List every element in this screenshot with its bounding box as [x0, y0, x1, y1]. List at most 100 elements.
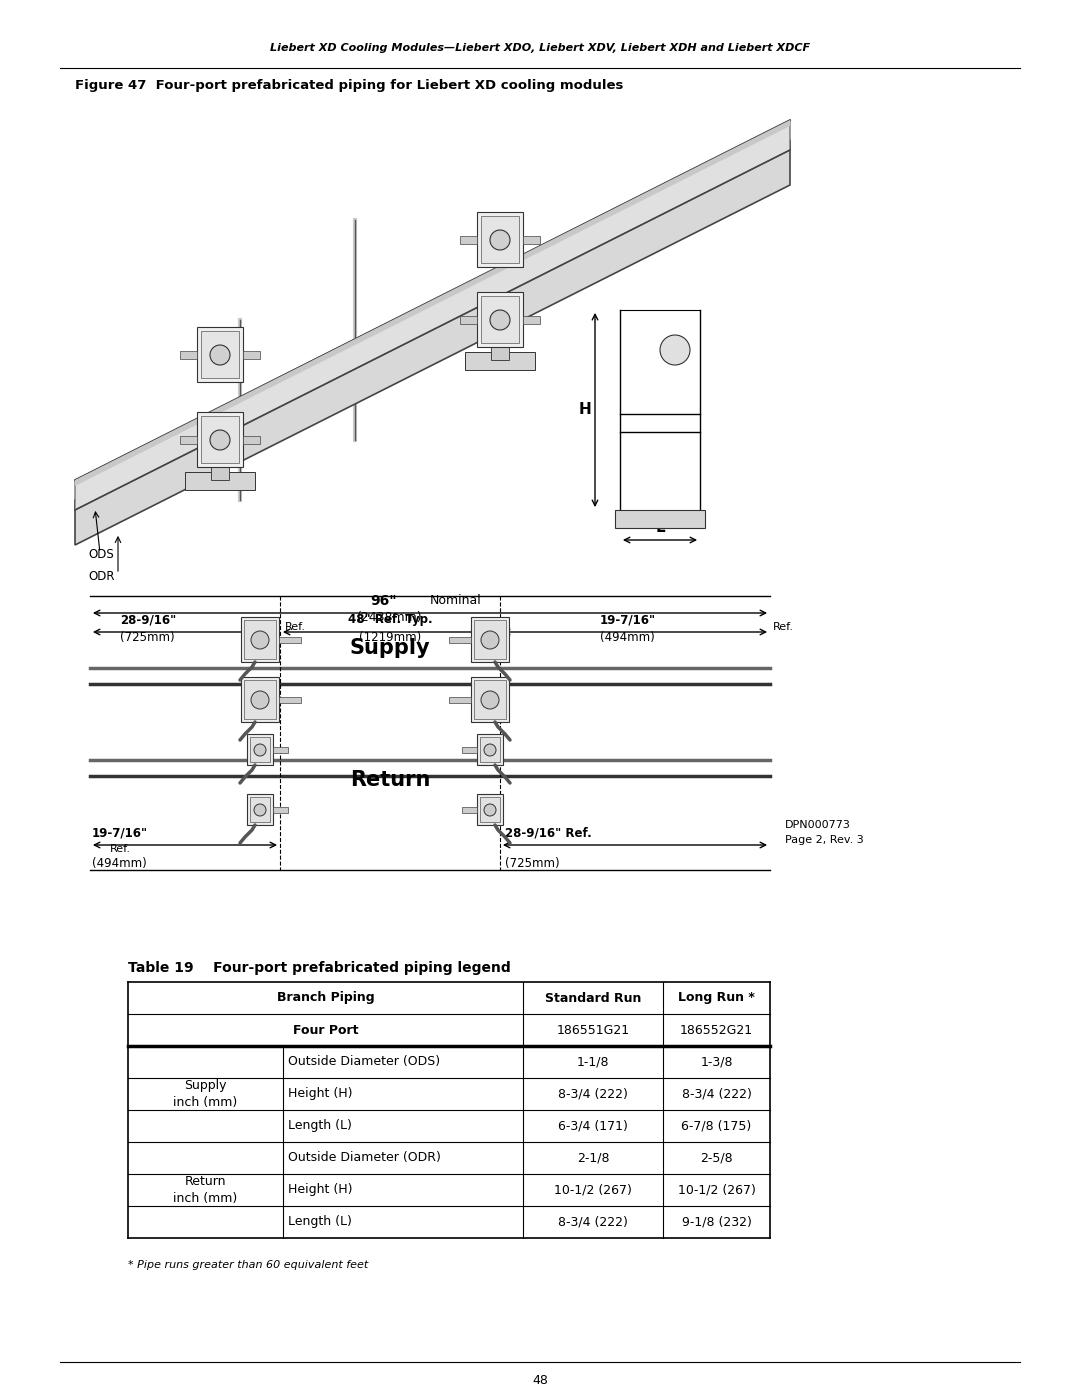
Bar: [471, 617, 509, 662]
Bar: [481, 296, 519, 344]
Text: 28-9/16" Ref.: 28-9/16" Ref.: [505, 827, 592, 840]
Bar: [477, 793, 503, 826]
Bar: [243, 351, 260, 359]
Text: 6-7/8 (175): 6-7/8 (175): [681, 1119, 752, 1133]
Bar: [460, 316, 477, 324]
Text: ODR: ODR: [87, 570, 114, 584]
Circle shape: [481, 692, 499, 710]
Circle shape: [251, 692, 269, 710]
Circle shape: [660, 335, 690, 365]
Bar: [477, 212, 523, 267]
Bar: [197, 412, 243, 467]
Bar: [474, 680, 507, 719]
Text: 8-3/4 (222): 8-3/4 (222): [558, 1087, 627, 1101]
Bar: [523, 236, 540, 244]
Bar: [480, 798, 500, 821]
Text: 28-9/16": 28-9/16": [120, 613, 176, 626]
Text: 8-3/4 (222): 8-3/4 (222): [558, 1215, 627, 1228]
Text: 96": 96": [370, 594, 396, 608]
Circle shape: [210, 430, 230, 450]
Text: 6-3/4 (171): 6-3/4 (171): [558, 1119, 627, 1133]
Polygon shape: [75, 120, 789, 486]
Text: (2438mm): (2438mm): [357, 612, 422, 624]
Circle shape: [481, 631, 499, 650]
Text: ODS: ODS: [87, 549, 113, 562]
Bar: [244, 680, 276, 719]
Text: 186551G21: 186551G21: [556, 1024, 630, 1037]
Bar: [273, 807, 288, 813]
Bar: [477, 733, 503, 766]
Bar: [477, 292, 523, 346]
Text: Outside Diameter (ODR): Outside Diameter (ODR): [288, 1151, 441, 1165]
Text: Liebert XD Cooling Modules—Liebert XDO, Liebert XDV, Liebert XDH and Liebert XDC: Liebert XD Cooling Modules—Liebert XDO, …: [270, 43, 810, 53]
Text: Outside Diameter (ODS): Outside Diameter (ODS): [288, 1056, 441, 1069]
Bar: [523, 316, 540, 324]
Text: Branch Piping: Branch Piping: [276, 992, 375, 1004]
Text: Supply: Supply: [350, 638, 430, 658]
Bar: [460, 236, 477, 244]
Bar: [474, 620, 507, 659]
Bar: [247, 793, 273, 826]
Text: (494mm): (494mm): [600, 630, 654, 644]
Circle shape: [490, 231, 510, 250]
Bar: [481, 217, 519, 263]
Bar: [197, 327, 243, 381]
Text: (1219mm): (1219mm): [359, 630, 421, 644]
Text: Supply
inch (mm): Supply inch (mm): [174, 1078, 238, 1109]
Bar: [243, 436, 260, 444]
Bar: [241, 678, 279, 722]
Polygon shape: [75, 120, 789, 510]
Text: Four Port: Four Port: [293, 1024, 359, 1037]
Text: Return
inch (mm): Return inch (mm): [174, 1175, 238, 1206]
Bar: [244, 620, 276, 659]
Text: 19-7/16": 19-7/16": [92, 827, 148, 840]
Text: DPN000773: DPN000773: [785, 820, 851, 830]
Bar: [249, 798, 270, 821]
Bar: [241, 617, 279, 662]
Circle shape: [210, 345, 230, 365]
Bar: [462, 807, 477, 813]
Text: 10-1/2 (267): 10-1/2 (267): [554, 1183, 632, 1196]
Text: Ref.: Ref.: [285, 622, 306, 631]
Text: Long Run *: Long Run *: [678, 992, 755, 1004]
Bar: [247, 733, 273, 766]
Bar: [471, 678, 509, 722]
Text: 1-1/8: 1-1/8: [577, 1056, 609, 1069]
Text: 19-7/16": 19-7/16": [600, 613, 657, 626]
Circle shape: [254, 805, 266, 816]
Bar: [180, 351, 197, 359]
Bar: [462, 747, 477, 753]
Bar: [211, 439, 229, 481]
Text: Nominal: Nominal: [430, 595, 482, 608]
Text: 8-3/4 (222): 8-3/4 (222): [681, 1087, 752, 1101]
Bar: [480, 738, 500, 761]
Text: Figure 47  Four-port prefabricated piping for Liebert XD cooling modules: Figure 47 Four-port prefabricated piping…: [75, 80, 623, 92]
Circle shape: [251, 631, 269, 650]
Text: (725mm): (725mm): [505, 856, 559, 869]
Text: Return: Return: [350, 770, 430, 789]
Text: 10-1/2 (267): 10-1/2 (267): [677, 1183, 755, 1196]
Text: Page 2, Rev. 3: Page 2, Rev. 3: [785, 835, 864, 845]
Bar: [615, 510, 705, 528]
Bar: [180, 436, 197, 444]
Bar: [279, 637, 301, 643]
Text: 2-1/8: 2-1/8: [577, 1151, 609, 1165]
Bar: [491, 319, 509, 360]
Circle shape: [484, 805, 496, 816]
Bar: [201, 331, 239, 379]
Text: Ref.: Ref.: [773, 622, 794, 631]
Text: (725mm): (725mm): [120, 630, 175, 644]
Text: 48: 48: [532, 1373, 548, 1386]
Text: Length (L): Length (L): [288, 1119, 352, 1133]
Text: (494mm): (494mm): [92, 856, 147, 869]
Text: Table 19    Four-port prefabricated piping legend: Table 19 Four-port prefabricated piping …: [129, 961, 511, 975]
Text: H: H: [579, 402, 592, 418]
Bar: [201, 416, 239, 462]
Text: * Pipe runs greater than 60 equivalent feet: * Pipe runs greater than 60 equivalent f…: [129, 1260, 368, 1270]
Bar: [249, 738, 270, 761]
Text: Length (L): Length (L): [288, 1215, 352, 1228]
Bar: [279, 697, 301, 703]
Bar: [449, 637, 471, 643]
Circle shape: [254, 745, 266, 756]
Polygon shape: [75, 140, 789, 545]
